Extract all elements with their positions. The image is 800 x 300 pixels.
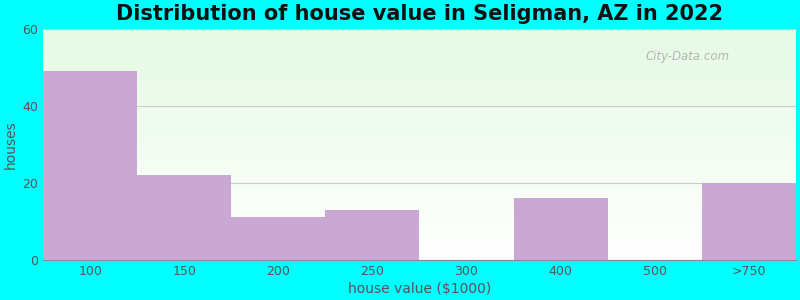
Text: City-Data.com: City-Data.com bbox=[646, 50, 730, 63]
Bar bbox=[137, 175, 231, 260]
Bar bbox=[43, 71, 137, 260]
Bar bbox=[514, 198, 608, 260]
Title: Distribution of house value in Seligman, AZ in 2022: Distribution of house value in Seligman,… bbox=[116, 4, 723, 24]
Bar bbox=[702, 183, 796, 260]
X-axis label: house value ($1000): house value ($1000) bbox=[348, 282, 491, 296]
Bar bbox=[326, 210, 419, 260]
Y-axis label: houses: houses bbox=[4, 120, 18, 169]
Bar bbox=[231, 218, 326, 260]
